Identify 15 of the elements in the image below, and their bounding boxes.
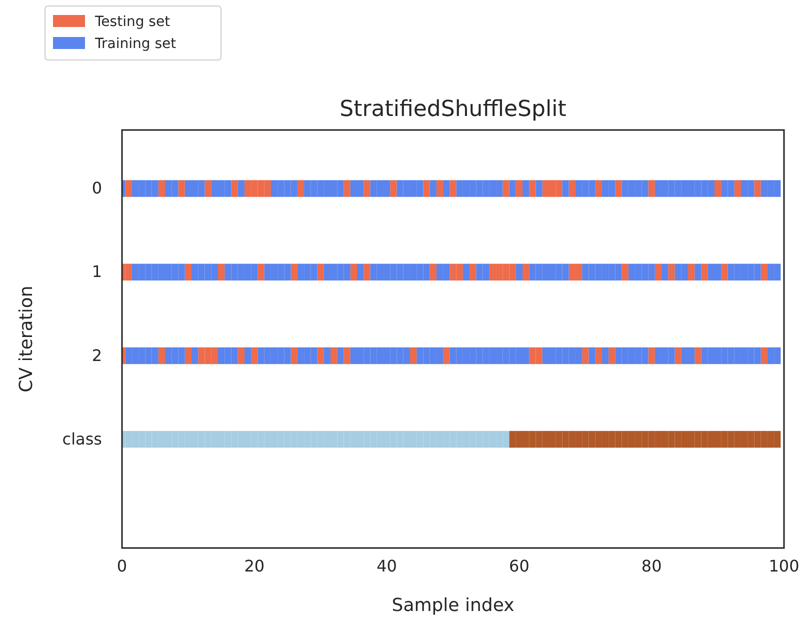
y-tick-label: 2 (92, 346, 102, 365)
x-tick-label: 20 (244, 556, 265, 576)
legend-label: Training set (94, 36, 177, 52)
y-tick-label: 1 (92, 262, 102, 282)
x-tick-label: 40 (376, 556, 397, 576)
chart-title: StratifiedShuffleSplit (340, 97, 567, 122)
x-tick-label: 100 (768, 556, 800, 576)
y-tick-label: 0 (92, 178, 102, 198)
y-tick-label: class (62, 429, 102, 448)
y-axis-title: CV iteration (16, 286, 37, 392)
x-tick-label: 80 (641, 556, 662, 576)
legend-label: Testing set (94, 14, 171, 30)
x-tick-label: 0 (116, 556, 128, 576)
x-tick-label: 60 (509, 556, 530, 576)
x-axis-title: Sample index (392, 595, 515, 616)
